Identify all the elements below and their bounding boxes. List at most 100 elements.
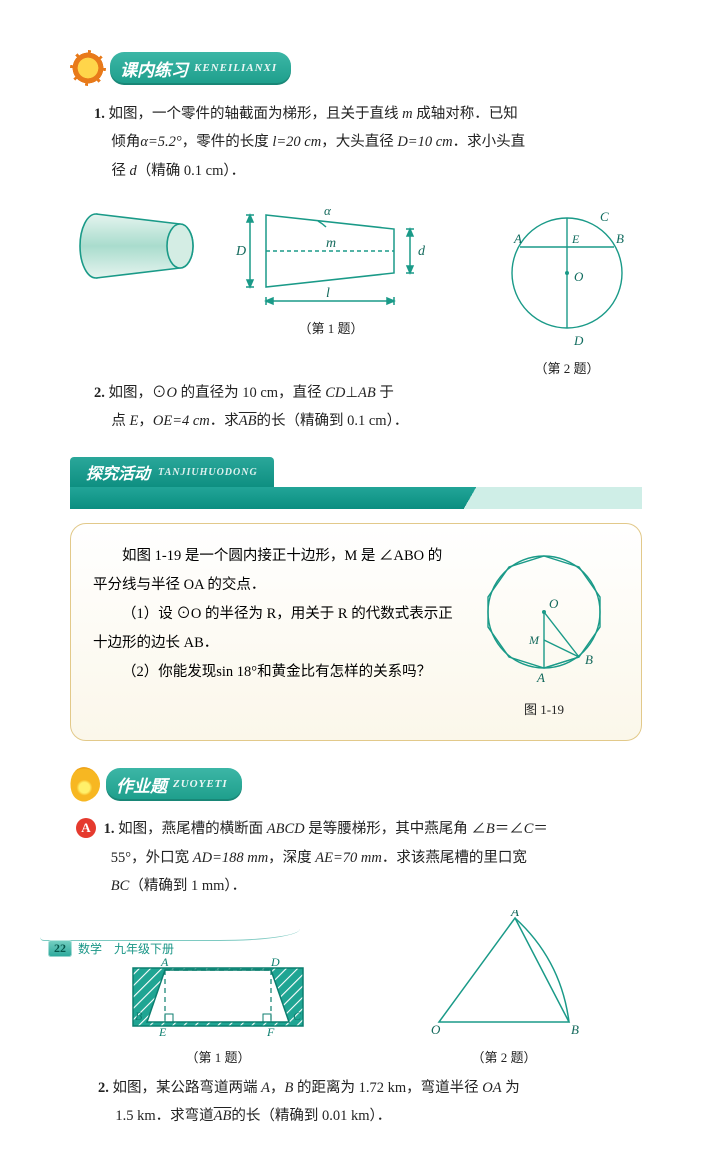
ex-p3d: 的代数式表示正: [348, 606, 453, 622]
ex-AB: AB: [184, 635, 204, 651]
lbl-E: E: [571, 232, 580, 246]
q2-t1c: 于: [376, 385, 394, 401]
sun-icon: [70, 50, 106, 86]
hw-fig1-wrap: A D B C E F （第 1 题）: [123, 950, 313, 1066]
problem-1: 1. 如图，一个零件的轴截面为梯形，且关于直线 m 成轴对称．已知 倾角α=5.…: [94, 100, 642, 185]
page: 课内练习 KENEILIANXI 1. 如图，一个零件的轴截面为梯形，且关于直线…: [0, 0, 702, 1161]
q1-cylinder: [70, 191, 210, 301]
hw1f-A: A: [160, 955, 169, 969]
q2-circle: A B C D E O: [492, 191, 642, 351]
hw2-num: 2.: [98, 1080, 109, 1096]
lbl-l: l: [326, 286, 330, 301]
q2-O: O: [167, 385, 177, 401]
ex-p4a: 十边形的边长: [93, 635, 184, 651]
hw-problem-2: 2. 如图，某公路弯道两端 A，B 的距离为 1.72 km，弯道半径 OA 为…: [98, 1074, 642, 1131]
hw1-t2c: ．求该燕尾槽的里口宽: [382, 850, 527, 866]
q1-t1b: 成轴对称．已知: [413, 106, 518, 122]
ex-p1a: 如图 1-19 是一个圆内接正十边形，: [122, 548, 344, 564]
hw-problem-1: A 1. 如图，燕尾槽的横断面 ABCD 是等腰梯形，其中燕尾角 ∠B＝∠C＝ …: [76, 815, 642, 900]
q2-perp: ⊥: [345, 385, 358, 401]
lbl-O: O: [574, 269, 584, 284]
hw-fig1-caption: （第 1 题）: [123, 1047, 313, 1066]
q2-t2b: ．求: [210, 413, 239, 429]
q2-t2a: 点: [111, 413, 129, 429]
ex-M: M: [344, 548, 357, 564]
explore-pinyin: TANJIUHUODONG: [158, 467, 258, 478]
hw2-B: B: [284, 1080, 293, 1096]
hw2-t1c: 为: [502, 1080, 520, 1096]
hw1-t1c: ＝: [533, 821, 548, 837]
ex-p4b: ．: [204, 635, 219, 651]
chip-hw-pinyin: ZUOYETI: [173, 778, 228, 790]
q1-l: l=20 cm: [272, 134, 321, 150]
page-number: 22: [48, 940, 72, 957]
ex-lbl-A: A: [536, 670, 545, 685]
q1-t2d: ．求小头直: [453, 134, 526, 150]
hw2-t1a: 如图，某公路弯道两端: [113, 1080, 262, 1096]
q2-num: 2.: [94, 385, 105, 401]
q1-alpha: α=5.2°: [140, 134, 181, 150]
q2-OE: OE=4 cm: [153, 413, 210, 429]
q1-t3b: （精确 0.1 cm）．: [137, 163, 245, 179]
ex-O: O: [191, 606, 201, 622]
lbl-d: d: [418, 244, 426, 259]
hw2-t2b: 的长（精确到 0.01 km）．: [231, 1108, 391, 1124]
hw2-comma: ，: [270, 1080, 285, 1096]
hw2-t2a: 1.5 km．求弯道: [115, 1108, 213, 1124]
footer-text: 数学 九年级下册: [78, 940, 174, 957]
q2-t2c: 的长（精确到 0.1 cm）．: [257, 413, 409, 429]
hw-fig1: A D B C E F: [123, 950, 313, 1040]
hw1f-F: F: [266, 1025, 275, 1039]
figures-row-1: α D m d l （第 1 题） A B C D E: [70, 191, 642, 377]
hw1-ABCD: ABCD: [267, 821, 305, 837]
q1-caption: （第 1 题）: [226, 318, 436, 337]
q2-AB: AB: [358, 385, 376, 401]
q1-num: 1.: [94, 106, 105, 122]
q2-arcAB: AB: [239, 413, 257, 429]
lbl-C: C: [600, 209, 609, 224]
hw1-t2b: ，深度: [268, 850, 315, 866]
lbl-Dd: D: [573, 333, 584, 348]
hw1f-E: E: [158, 1025, 167, 1039]
q1-d: d: [130, 163, 137, 179]
hw1f-D: D: [270, 955, 280, 969]
q2-circle-wrap: A B C D E O （第 2 题）: [492, 191, 642, 377]
q1-t2b: ，零件的长度: [182, 134, 273, 150]
hw1-num: 1.: [104, 821, 115, 837]
hw2-A: A: [261, 1080, 270, 1096]
hw1-t1b: 是等腰梯形，其中燕尾角 ∠: [305, 821, 486, 837]
explore-fig-wrap: O A B M 图 1-19: [469, 542, 619, 718]
q1-D: D=10 cm: [397, 134, 452, 150]
q2-CD: CD: [325, 385, 345, 401]
hw1-BC: BC: [111, 878, 130, 894]
hw2-t1b: 的距离为 1.72 km，弯道半径: [293, 1080, 482, 1096]
lbl-m: m: [326, 236, 336, 251]
q1-t2c: ，大头直径: [321, 134, 397, 150]
section-header-hw: 作业题 ZUOYETI: [70, 767, 642, 801]
chip-hw-label: 作业题: [116, 772, 167, 797]
hw1-t3b: （精确到 1 mm）．: [129, 878, 246, 894]
explore-header: 探究活动 TANJIUHUODONG: [70, 457, 274, 487]
page-footer: 22 数学 九年级下册: [48, 940, 180, 957]
q1-trapezoid: α D m d l: [226, 191, 436, 311]
hw-fig2-caption: （第 2 题）: [419, 1047, 589, 1066]
hw1f-B: B: [135, 1009, 143, 1023]
ex-OA: OA: [184, 577, 204, 593]
ex-p3b: 的半径为: [201, 606, 266, 622]
explore-decagon: O A B M: [469, 542, 619, 692]
q1-t1: 如图，一个零件的轴截面为梯形，且关于直线: [109, 106, 403, 122]
ex-lbl-M: M: [528, 633, 540, 647]
hw1f-C: C: [293, 1009, 302, 1023]
hw-fig2: O A B: [419, 910, 589, 1040]
hw-fig2-wrap: O A B （第 2 题）: [419, 910, 589, 1066]
lbl-D: D: [235, 244, 246, 259]
hw1-Cv: C: [524, 821, 534, 837]
lbl-B: B: [616, 231, 624, 246]
ex-lbl-O: O: [549, 596, 559, 611]
q2-t1a: 如图，⊙: [109, 385, 167, 401]
hw2-OA: OA: [482, 1080, 501, 1096]
drop-icon: [66, 764, 104, 805]
q1-t3: 径: [111, 163, 129, 179]
q2-E: E: [130, 413, 139, 429]
q2-circle-caption: （第 2 题）: [492, 358, 642, 377]
